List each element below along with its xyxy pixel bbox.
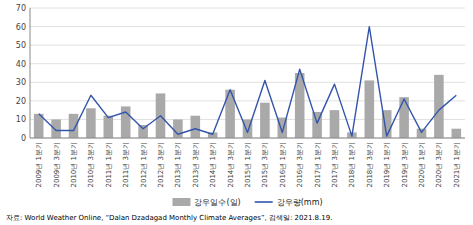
grid-line	[30, 63, 465, 64]
legend-item: 강우일수(일)	[172, 198, 240, 207]
grid-line	[30, 45, 465, 46]
x-axis	[30, 138, 465, 139]
line	[39, 27, 457, 137]
x-tick-label: 2017년 3분기	[331, 142, 339, 188]
legend-swatch	[255, 201, 273, 203]
x-tick-label: 2020년 1분기	[418, 142, 426, 188]
y-tick-label: 50	[16, 41, 26, 50]
y-tick-label: 30	[16, 78, 26, 87]
y-tick-label: 60	[16, 23, 26, 32]
grid	[30, 8, 465, 138]
chart: 0 10 20 30 40 50 60 70 2009년 1분기 2009년 3분기 2010년 1…	[0, 0, 473, 225]
x-tick-label: 2017년 1분기	[314, 142, 322, 188]
x-tick-label: 2013년 3분기	[192, 142, 200, 188]
legend-item: 강우량(mm)	[255, 198, 323, 207]
x-tick-label: 2016년 3분기	[296, 142, 304, 188]
bar	[365, 80, 375, 138]
x-tick-label: 2014년 3분기	[227, 142, 235, 188]
x-tick-label: 2019년 1분기	[383, 142, 391, 188]
x-tick-label: 2020년 3분기	[435, 142, 443, 188]
x-tick-label: 2010년 3분기	[87, 142, 95, 188]
x-tick-label: 2012년 1분기	[140, 142, 148, 188]
bar	[51, 119, 61, 138]
grid-line	[30, 82, 465, 83]
bar	[417, 129, 427, 138]
x-tick-label: 2012년 3분기	[157, 142, 165, 188]
x-tick-label: 2011년 3분기	[122, 142, 130, 188]
x-tick-label: 2010년 1분기	[70, 142, 78, 188]
grid-line	[30, 8, 465, 9]
x-tick-label: 2015년 3분기	[261, 142, 269, 188]
y-tick-label: 40	[16, 60, 26, 69]
x-tick-label: 2011년 1분기	[105, 142, 113, 188]
grid-line	[30, 138, 465, 139]
x-tick-label: 2009년 1분기	[35, 142, 43, 188]
plot-area	[34, 27, 461, 138]
bar	[191, 116, 201, 138]
caption: 자료: World Weather Online, “Dalan Dzadaga…	[6, 214, 332, 222]
bar	[330, 110, 340, 138]
x-tick-label: 2019년 3분기	[401, 142, 409, 188]
y-tick-label: 20	[16, 97, 26, 106]
x-tick-label: 2018년 3분기	[366, 142, 374, 188]
x-tick-label: 2015년 1분기	[244, 142, 252, 188]
legend: 강우일수(일) 강우량(mm)	[172, 198, 322, 207]
x-tick-label: 2021년 1분기	[453, 142, 461, 188]
bar	[86, 108, 96, 138]
bar	[173, 119, 183, 138]
bar	[260, 103, 270, 138]
legend-label: 강우일수(일)	[194, 198, 240, 207]
x-tick-label: 2014년 1분기	[209, 142, 217, 188]
bar	[452, 129, 462, 138]
y-axis	[30, 8, 31, 138]
grid-line	[30, 26, 465, 27]
bar	[399, 97, 409, 138]
x-tick-label: 2009년 3분기	[53, 142, 61, 188]
legend-swatch	[172, 198, 190, 206]
bar	[121, 106, 131, 138]
y-tick-label: 70	[16, 4, 26, 13]
bar	[69, 114, 79, 138]
x-tick-label: 2016년 1분기	[279, 142, 287, 188]
legend-label: 강우량(mm)	[277, 198, 323, 207]
x-tick-label: 2013년 1분기	[174, 142, 182, 188]
y-tick-label: 10	[16, 115, 26, 124]
x-tick-label: 2018년 1분기	[348, 142, 356, 188]
bar	[104, 116, 114, 138]
y-tick-label: 0	[21, 134, 26, 143]
